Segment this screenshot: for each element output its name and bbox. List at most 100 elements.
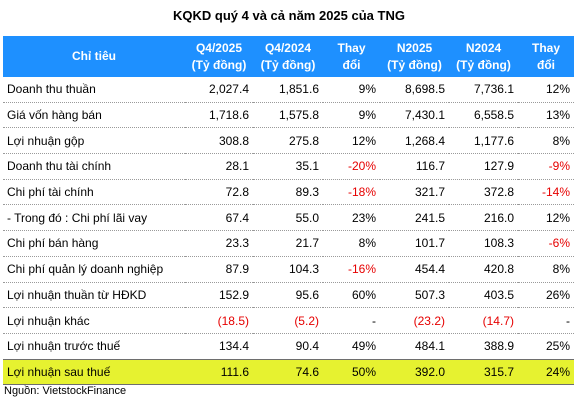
cell-n2025: 116.7 [380,153,449,180]
header-line: Thay [337,40,366,55]
cell-n2025: 454.4 [380,256,449,283]
header-line: Q4/2025 [195,40,243,55]
table-row: Lợi nhuận khác (18.5) (5.2) - (23.2) (14.7) - [3,307,574,334]
cell-n2024: 403.5 [449,282,518,309]
column-header-q4-2024: Q4/2024 (Tỷ đồng) [253,36,323,77]
cell-q-change: 8% [323,230,380,257]
cell-n2024: 6,558.5 [449,102,518,129]
row-label: Chi phí bán hàng [3,230,185,257]
cell-q-change: 23% [323,204,380,232]
cell-q4-2025: 308.8 [185,127,253,155]
cell-q-change: 60% [323,282,380,309]
cell-n2024: 108.3 [449,230,518,257]
table-row: Lợi nhuận thuần từ HĐKD 152.9 95.6 60% 507.3… [3,282,574,309]
column-header-n2024: N2024 (Tỷ đồng) [449,36,518,77]
cell-n-change: 13% [518,102,574,129]
cell-n2025: (23.2) [380,307,449,334]
row-label: Lợi nhuận sau thuế [3,358,185,386]
header-line: N2024 [465,40,502,55]
cell-q4-2024: (5.2) [253,307,323,334]
cell-n-change: 8% [518,256,574,283]
column-header-q-change: Thay đổi [323,36,380,77]
cell-n2025: 241.5 [380,204,449,232]
row-label: Lợi nhuận trước thuế [3,333,185,360]
cell-q4-2024: 95.6 [253,282,323,309]
cell-q-change: -20% [323,153,380,180]
cell-n-change: 26% [518,282,574,309]
cell-q-change: 12% [323,127,380,155]
cell-q4-2024: 74.6 [253,358,323,386]
financial-results-table: Chỉ tiêu Q4/2025 (Tỷ đồng) Q4/2024 (Tỷ đ… [3,36,574,386]
cell-q4-2024: 90.4 [253,333,323,360]
cell-n2025: 7,430.1 [380,102,449,129]
table-title: KQKD quý 4 và cả năm 2025 của TNG [173,8,405,23]
cell-n2025: 101.7 [380,230,449,257]
cell-n2024: 315.7 [449,358,518,386]
table-row: Lợi nhuận trước thuế 134.4 90.4 49% 484.1 388… [3,333,574,360]
cell-n-change: 25% [518,333,574,360]
cell-q4-2025: 72.8 [185,179,253,206]
table-row: Doanh thu tài chính 28.1 35.1 -20% 116.7 127.… [3,153,574,180]
cell-n2024: 7,736.1 [449,77,518,103]
header-unit: (Tỷ đồng) [260,57,316,72]
header-line: N2025 [396,40,433,55]
table-row: Lợi nhuận gộp 308.8 275.8 12% 1,268.4 1,177.6… [3,127,574,155]
cell-n-change: - [518,307,574,334]
header-line: Q4/2024 [264,40,312,55]
cell-n2025: 1,268.4 [380,127,449,155]
cell-q4-2024: 275.8 [253,127,323,155]
cell-n2024: 388.9 [449,333,518,360]
header-unit: đổi [342,57,361,72]
cell-q4-2025: 87.9 [185,256,253,283]
cell-n-change: -14% [518,179,574,206]
header-unit: (Tỷ đồng) [191,57,247,72]
cell-n-change: -9% [518,153,574,180]
column-header-label: Chỉ tiêu [3,36,185,77]
table-row: Doanh thu thuần 2,027.4 1,851.6 9% 8,698.5 7,… [3,77,574,103]
row-label: Chi phí tài chính [3,179,185,206]
cell-q-change: - [323,307,380,334]
cell-n2025: 392.0 [380,358,449,386]
cell-q-change: 9% [323,77,380,103]
cell-q4-2025: 2,027.4 [185,77,253,103]
cell-q-change: 50% [323,358,380,386]
cell-n2024: 216.0 [449,204,518,232]
row-label: Lợi nhuận gộp [3,127,185,155]
source-note: Nguồn: VietstockFinance [4,385,127,397]
column-header-n2025: N2025 (Tỷ đồng) [380,36,449,77]
cell-q4-2024: 104.3 [253,256,323,283]
cell-q4-2024: 89.3 [253,179,323,206]
cell-n2024: (14.7) [449,307,518,334]
column-header-n-change: Thay đổi [518,36,574,77]
cell-q4-2025: 67.4 [185,204,253,232]
table-row: Giá vốn hàng bán 1,718.6 1,575.8 9% 7,430.1 6… [3,102,574,129]
cell-n2025: 321.7 [380,179,449,206]
table-header-row: Chỉ tiêu Q4/2025 (Tỷ đồng) Q4/2024 (Tỷ đ… [3,36,574,77]
cell-q4-2024: 21.7 [253,230,323,257]
cell-n2024: 372.8 [449,179,518,206]
cell-q4-2024: 1,851.6 [253,77,323,103]
row-label: Lợi nhuận khác [3,307,185,334]
cell-n-change: -6% [518,230,574,257]
row-label: Doanh thu tài chính [3,153,185,180]
cell-q-change: 49% [323,333,380,360]
cell-q4-2024: 55.0 [253,204,323,232]
row-label: - Trong đó : Chi phí lãi vay [3,204,185,232]
cell-q-change: -16% [323,256,380,283]
cell-q4-2024: 1,575.8 [253,102,323,129]
cell-n-change: 12% [518,77,574,103]
cell-q4-2024: 35.1 [253,153,323,180]
cell-q-change: -18% [323,179,380,206]
cell-q4-2025: 23.3 [185,230,253,257]
row-label: Doanh thu thuần [3,77,185,103]
cell-q4-2025: 152.9 [185,282,253,309]
row-label: Lợi nhuận thuần từ HĐKD [3,282,185,309]
table-row: Chi phí bán hàng 23.3 21.7 8% 101.7 108.3 -6% [3,230,574,257]
column-header-q4-2025: Q4/2025 (Tỷ đồng) [185,36,253,77]
cell-n2024: 420.8 [449,256,518,283]
table-row: Chi phí tài chính 72.8 89.3 -18% 321.7 372.8-… [3,179,574,206]
table-row: Chi phí quản lý doanh nghiệp 87.9 104.3 -16… [3,256,574,283]
cell-n-change: 24% [518,358,574,386]
row-label: Giá vốn hàng bán [3,102,185,129]
cell-n2025: 484.1 [380,333,449,360]
